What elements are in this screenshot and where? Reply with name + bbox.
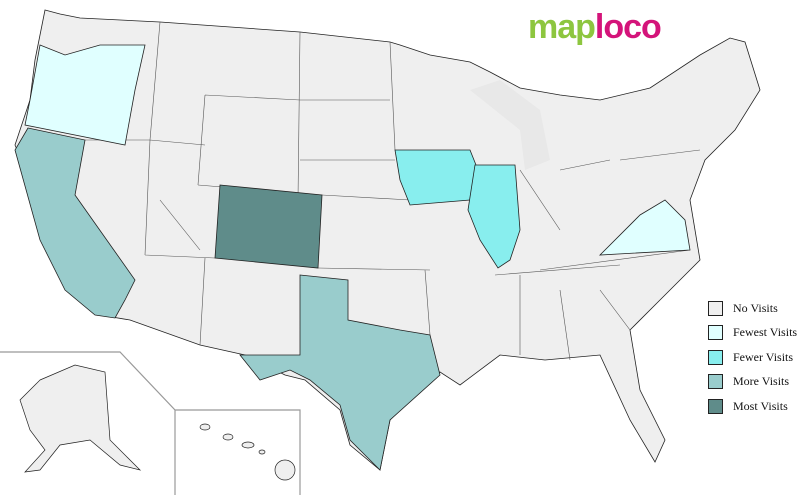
state-borders <box>85 21 701 361</box>
legend-swatch <box>708 325 723 341</box>
logo-loco: loco <box>594 8 662 46</box>
legend-label: No Visits <box>733 300 778 315</box>
state-colorado <box>214 184 323 269</box>
state-iowa <box>394 149 481 206</box>
maploco-logo: maploco <box>528 8 662 47</box>
state-illinois <box>467 164 521 269</box>
hawaii <box>199 423 296 481</box>
legend-item: More Visits <box>708 370 797 395</box>
legend-swatch <box>708 349 723 365</box>
legend-label: More Visits <box>733 374 790 389</box>
legend-item: No Visits <box>708 296 797 321</box>
great-lakes <box>470 80 550 170</box>
state-virginia <box>598 199 691 256</box>
state-texas <box>239 274 441 471</box>
legend-label: Fewest Visits <box>733 325 798 340</box>
inset-borders <box>0 351 301 495</box>
legend: No Visits Fewest Visits Fewer Visits More V… <box>708 296 797 419</box>
legend-label: Fewer Visits <box>733 349 794 364</box>
legend-label: Most Visits <box>733 398 788 413</box>
legend-swatch <box>708 374 723 390</box>
us-outline <box>14 9 761 471</box>
state-oregon <box>24 44 146 146</box>
legend-item: Fewer Visits <box>708 345 797 370</box>
logo-map: map <box>528 8 596 46</box>
legend-swatch <box>708 300 723 316</box>
legend-item: Fewest Visits <box>708 321 797 346</box>
state-california <box>14 127 136 319</box>
alaska <box>19 364 142 473</box>
legend-item: Most Visits <box>708 394 797 419</box>
legend-swatch <box>708 398 723 414</box>
